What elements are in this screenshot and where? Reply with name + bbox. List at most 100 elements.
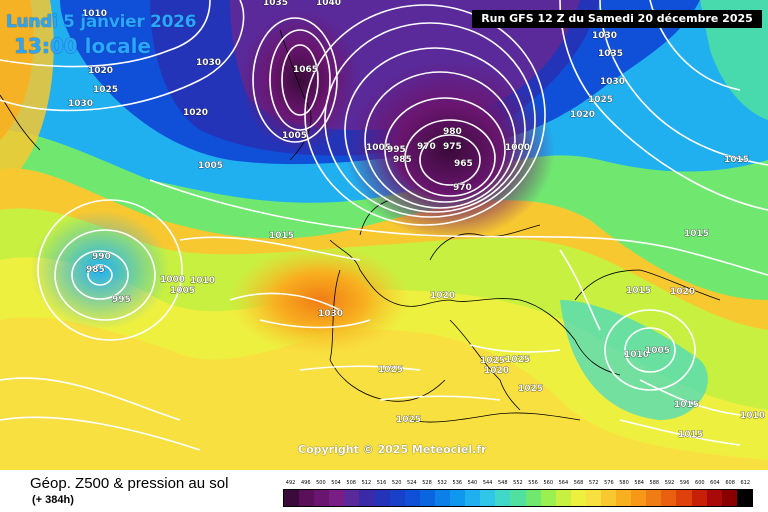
scale-tick-label: 592 — [664, 480, 675, 486]
isobar-label: 995 — [112, 295, 131, 305]
legend-subtitle: (+ 384h) — [32, 494, 74, 506]
scale-tick-label: 532 — [437, 480, 447, 486]
scale-tick-label: 500 — [316, 480, 326, 486]
forecast-date: Lundi 5 janvier 2026 — [6, 12, 197, 32]
scale-tick-label: 596 — [679, 480, 690, 486]
isobar-label: 1000 — [505, 143, 530, 153]
isobar-label: 990 — [92, 252, 111, 262]
scale-swatch — [480, 490, 496, 506]
isobar-label: 1005 — [198, 161, 223, 171]
scale-swatch — [465, 490, 481, 506]
isobar-label: 965 — [454, 159, 473, 169]
scale-swatch — [616, 490, 632, 506]
scale-swatch — [600, 490, 617, 506]
isobar-label: 975 — [443, 142, 462, 152]
scale-tick-label: 516 — [376, 480, 387, 486]
scale-swatch — [691, 490, 707, 506]
scale-swatch — [344, 490, 360, 506]
scale-tick-label: 524 — [407, 480, 417, 486]
isobar-label: 1005 — [366, 143, 391, 153]
scale-swatch — [495, 490, 511, 506]
scale-tick-label: 492 — [285, 480, 296, 486]
scale-tick-label: 608 — [725, 480, 735, 486]
scale-swatch — [329, 490, 345, 506]
scale-tick-label: 584 — [634, 480, 644, 486]
scale-tick-label: 512 — [361, 480, 372, 486]
scale-swatch — [284, 490, 300, 506]
scale-swatch — [389, 490, 405, 506]
scale-tick-label: 560 — [543, 480, 553, 486]
scale-tick-label: 568 — [573, 480, 584, 486]
isobar-label: 1015 — [684, 229, 709, 239]
scale-swatch — [510, 490, 526, 506]
scale-tick-label: 504 — [331, 480, 341, 486]
isobar-label: 1025 — [480, 356, 505, 366]
isobar-label: 995 — [387, 145, 406, 155]
isobar-label: 1030 — [600, 77, 625, 87]
isobar-labels: 1010 1035 1040 1030 1020 1025 1030 1020 … — [68, 0, 766, 440]
scale-tick-label: 588 — [649, 480, 660, 486]
isobar-label: 1065 — [293, 65, 318, 75]
isobar-label: 1030 — [592, 31, 617, 41]
scale-tick-label: 544 — [482, 480, 493, 486]
scale-tick-label: 580 — [619, 480, 629, 486]
scale-tick-label: 576 — [604, 480, 614, 486]
scale-swatch — [585, 490, 601, 506]
isobar-label: 1025 — [518, 384, 543, 394]
isobar-label: 1025 — [588, 95, 613, 105]
scale-swatch — [419, 490, 435, 506]
scale-tick-label: 496 — [300, 480, 311, 486]
scale-swatch — [721, 490, 737, 506]
scale-tick-label: 540 — [467, 480, 478, 486]
isobar-label: 1010 — [82, 9, 107, 19]
weather-map: 1010 1035 1040 1030 1020 1025 1030 1020 … — [0, 0, 768, 470]
scale-tick-label: 572 — [588, 480, 599, 486]
scale-tick-label: 548 — [497, 480, 508, 486]
isobar-label: 1020 — [484, 366, 509, 376]
scale-swatch — [736, 490, 752, 506]
isobar-label: 1025 — [396, 415, 421, 425]
isobar-label: 1020 — [670, 287, 695, 297]
scale-tick-label: 536 — [452, 480, 463, 486]
scale-tick-label: 600 — [695, 480, 705, 486]
scale-swatch — [434, 490, 451, 506]
scale-swatch — [374, 490, 390, 506]
scale-swatch — [676, 490, 692, 506]
isobar-label: 1020 — [430, 291, 455, 301]
scale-swatch — [570, 490, 586, 506]
isobar-label: 1025 — [93, 85, 118, 95]
scale-swatch — [540, 490, 556, 506]
scale-tick-label: 564 — [558, 480, 569, 486]
scale-swatch — [525, 490, 541, 506]
scale-swatch — [706, 490, 722, 506]
isobar-label: 1015 — [626, 286, 651, 296]
isobar-label: 1020 — [183, 108, 208, 118]
color-scale-labels: 492 496 500 504 508 512 516 520 524 528 532 536 540 5… — [283, 480, 753, 488]
scale-swatch — [661, 490, 677, 506]
scale-swatch — [631, 490, 647, 506]
copyright: Copyright © 2025 Meteociel.fr — [298, 443, 487, 456]
run-info: Run GFS 12 Z du Samedi 20 décembre 2025 — [472, 10, 762, 28]
color-scale-bar — [283, 489, 753, 507]
isobar-label: 1005 — [282, 131, 307, 141]
isobar-label: 1040 — [316, 0, 341, 8]
scale-tick-label: 508 — [346, 480, 356, 486]
isobar-label: 1005 — [170, 286, 195, 296]
scale-tick-label: 552 — [513, 480, 523, 486]
isobar-label: 1015 — [269, 231, 294, 241]
scale-swatch — [359, 490, 375, 506]
isobar-label: 985 — [86, 265, 105, 275]
isobar-label: 1020 — [570, 110, 595, 120]
scale-swatch — [404, 490, 420, 506]
isobar-label: 1030 — [68, 99, 93, 109]
isobar-label: 1020 — [88, 66, 113, 76]
scale-swatch — [314, 490, 330, 506]
scale-tick-label: 528 — [422, 480, 432, 486]
scale-swatch — [646, 490, 662, 506]
forecast-time: 13:00 locale — [14, 34, 151, 58]
isobar-label: 1015 — [678, 430, 703, 440]
legend-title: Géop. Z500 & pression au sol — [30, 475, 229, 492]
isobar-label: 1025 — [378, 365, 403, 375]
isobar-label: 980 — [443, 127, 462, 137]
